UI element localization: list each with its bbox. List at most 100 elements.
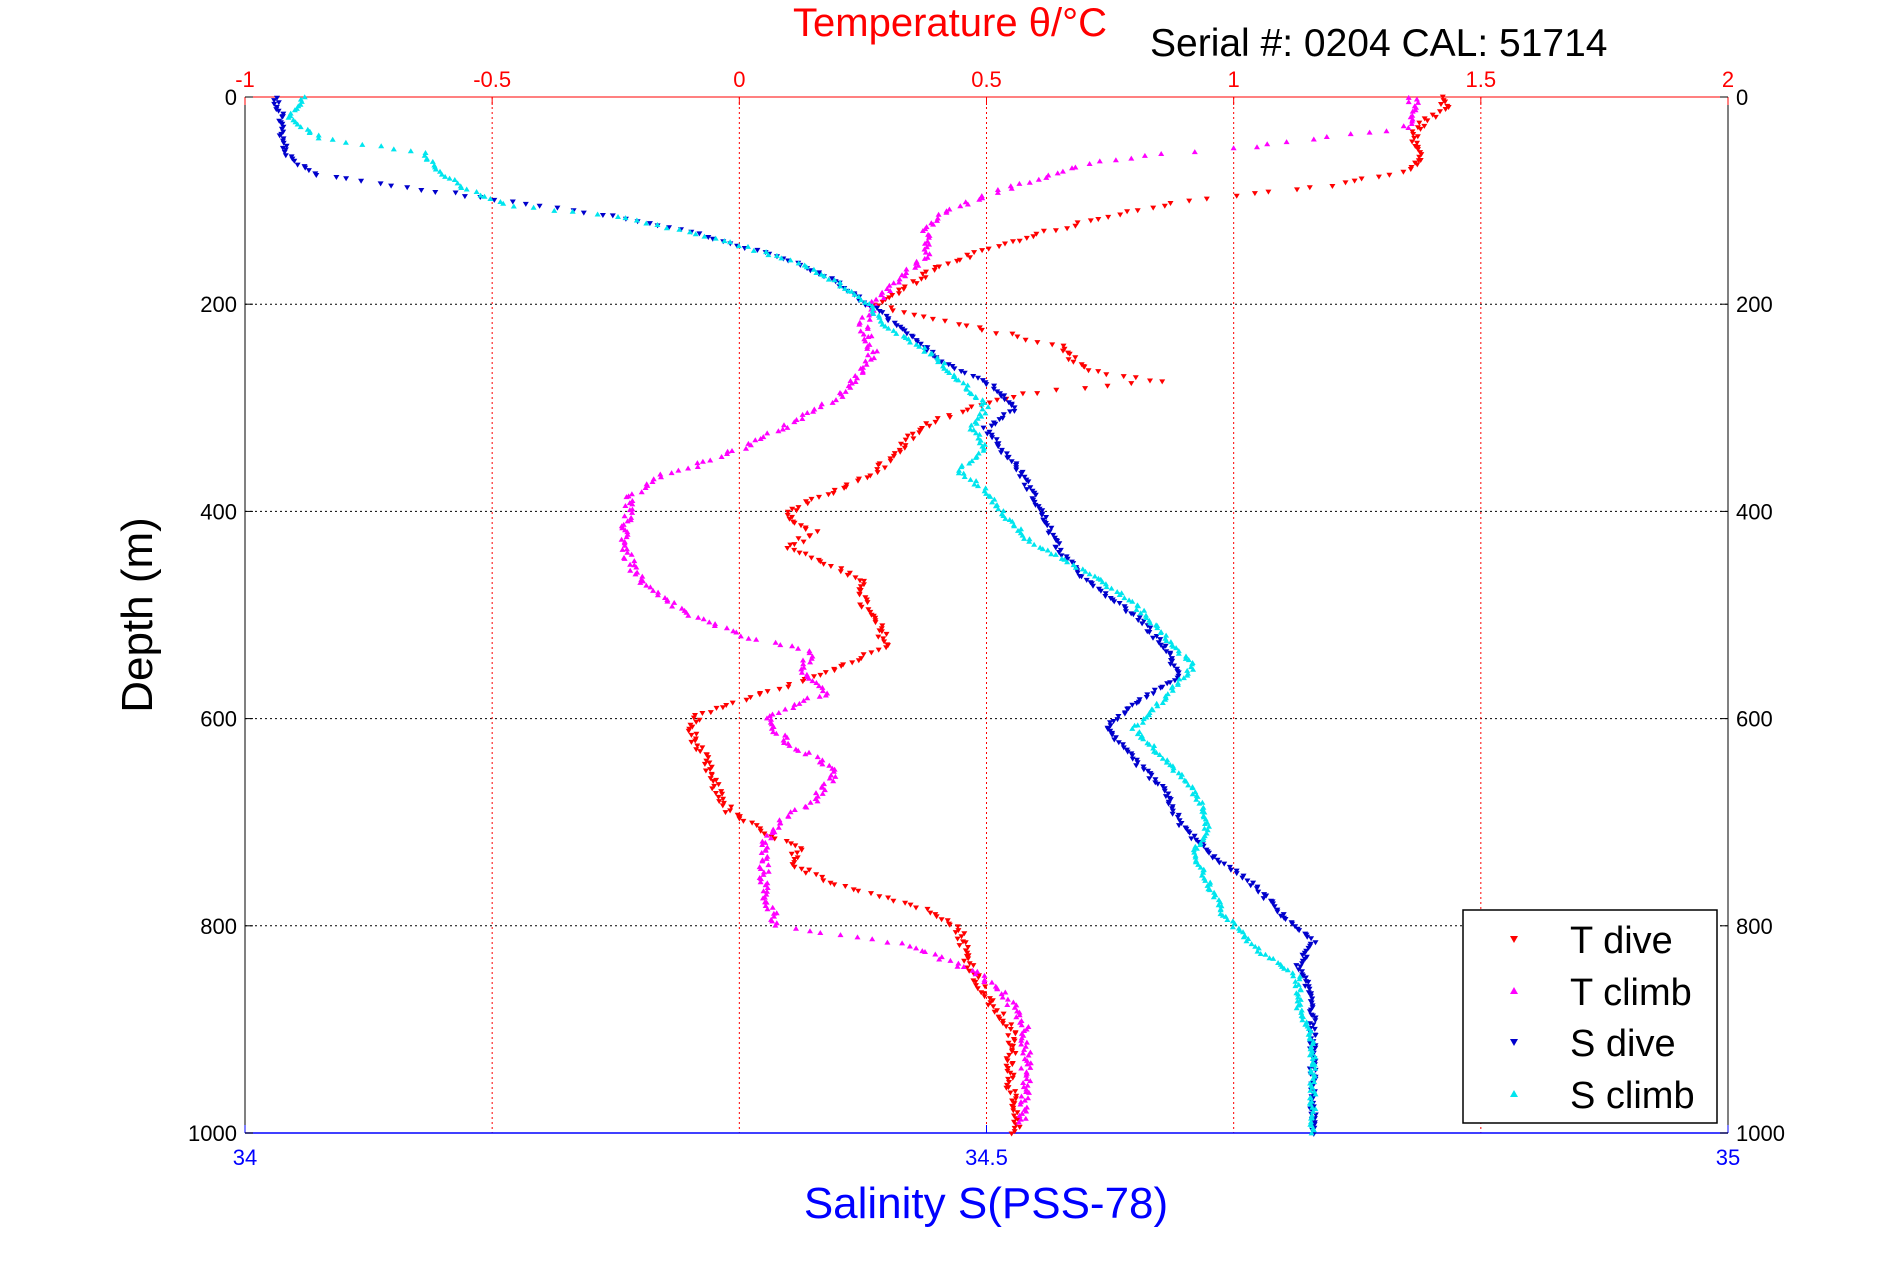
data-point — [1013, 1093, 1020, 1099]
data-point — [993, 331, 1000, 337]
data-point — [1163, 632, 1170, 638]
data-point — [896, 287, 902, 293]
data-point — [802, 870, 809, 876]
data-point — [1308, 1119, 1314, 1125]
data-point — [978, 327, 985, 333]
data-point — [1202, 877, 1209, 883]
data-point — [1342, 180, 1349, 186]
data-point — [1009, 1062, 1016, 1068]
data-point — [707, 767, 714, 773]
data-point — [975, 450, 982, 456]
data-point — [1122, 609, 1129, 615]
data-point — [1292, 978, 1299, 984]
data-point — [1265, 189, 1272, 195]
top-tick-label: 1.5 — [1466, 67, 1497, 92]
data-point — [811, 674, 817, 680]
data-point — [1157, 685, 1164, 691]
data-point — [1306, 986, 1313, 992]
data-point — [1175, 770, 1182, 776]
data-point — [979, 406, 986, 412]
data-point — [1012, 1031, 1019, 1037]
data-point — [964, 965, 971, 971]
data-point — [1091, 573, 1098, 579]
data-point — [1185, 657, 1192, 663]
data-point — [707, 776, 714, 782]
data-point — [867, 609, 874, 615]
data-point — [800, 539, 807, 545]
data-point — [1230, 145, 1237, 151]
data-point — [1154, 625, 1161, 631]
data-point — [768, 716, 774, 722]
top-axis-title: Temperature θ/°C — [793, 1, 1107, 45]
data-point — [1407, 167, 1414, 172]
data-point — [1312, 1015, 1319, 1021]
data-point — [685, 612, 692, 618]
data-point — [780, 737, 787, 743]
data-point — [1082, 568, 1089, 574]
data-point — [819, 684, 826, 690]
data-point — [1184, 672, 1191, 678]
data-point — [390, 146, 397, 152]
data-point — [664, 598, 671, 604]
data-point — [1018, 1035, 1025, 1041]
data-point — [814, 798, 821, 804]
data-point — [432, 166, 439, 172]
data-point — [770, 729, 777, 735]
data-point — [1191, 833, 1198, 839]
data-point — [1023, 1076, 1030, 1082]
data-point — [956, 467, 962, 473]
data-point — [302, 165, 309, 171]
data-point — [1044, 523, 1051, 529]
data-point — [983, 490, 990, 496]
data-point — [888, 305, 895, 311]
data-point — [813, 872, 820, 878]
data-point — [866, 316, 873, 322]
data-point — [852, 379, 859, 384]
data-point — [1414, 125, 1421, 131]
data-point — [757, 828, 764, 834]
data-point — [765, 868, 772, 874]
data-point — [768, 725, 775, 731]
data-point — [1312, 1045, 1319, 1051]
data-point — [808, 496, 815, 502]
data-point — [980, 447, 987, 453]
data-point — [791, 807, 798, 812]
data-point — [1102, 594, 1109, 599]
data-point — [855, 658, 862, 664]
data-point — [917, 427, 924, 433]
data-point — [1147, 378, 1153, 384]
data-point — [1204, 827, 1211, 833]
data-point — [889, 308, 896, 314]
data-point — [878, 292, 885, 298]
data-point — [1072, 164, 1079, 170]
data-point — [1150, 745, 1157, 751]
data-point — [1031, 499, 1038, 505]
data-point — [900, 286, 907, 292]
data-point — [758, 850, 765, 855]
data-point — [808, 555, 815, 561]
bottom-axis-ticks: 34 34.5 35 — [233, 1125, 1740, 1170]
data-point — [762, 903, 769, 908]
data-point — [1302, 975, 1309, 981]
data-point — [1240, 934, 1247, 940]
data-point — [1192, 789, 1199, 795]
data-point — [761, 831, 768, 837]
data-point — [950, 374, 957, 379]
data-point — [994, 187, 1001, 192]
data-point — [1199, 806, 1206, 811]
data-point — [1254, 144, 1260, 150]
data-point — [1309, 1047, 1316, 1053]
data-point — [926, 251, 933, 257]
right-tick-label: 800 — [1736, 914, 1773, 939]
data-point — [687, 229, 693, 235]
left-tick-label: 1000 — [188, 1121, 237, 1146]
data-point — [784, 509, 791, 515]
data-point — [638, 489, 645, 495]
left-axis-ticks: 0 200 400 600 800 1000 — [188, 85, 253, 1146]
data-point — [882, 323, 889, 329]
data-point — [831, 487, 838, 493]
data-point — [306, 130, 313, 135]
data-point — [1305, 979, 1312, 985]
data-point — [1135, 603, 1142, 609]
data-point — [701, 761, 708, 767]
